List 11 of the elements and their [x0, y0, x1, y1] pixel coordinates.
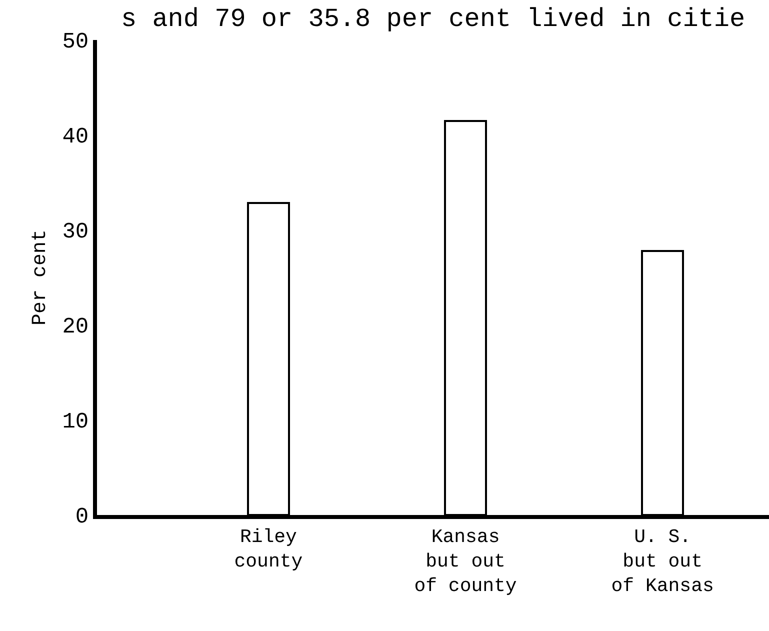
x-tick-label: Kansas but out of county [414, 526, 517, 598]
y-tick-label: 10 [62, 410, 89, 435]
x-tick-label: Riley county [234, 526, 303, 572]
y-tick-label: 20 [62, 314, 89, 340]
text: s and 79 or 35.8 per cent lived in citie [121, 4, 746, 34]
y-tick-label: 30 [62, 220, 89, 245]
y-tick-label: 0 [75, 504, 89, 530]
x-tick-label: U. S. but out of Kansas [611, 526, 714, 598]
y-tick-label: 40 [62, 124, 89, 150]
y-axis-title: Per cent [29, 229, 52, 326]
y-tick-label: 50 [62, 30, 89, 55]
